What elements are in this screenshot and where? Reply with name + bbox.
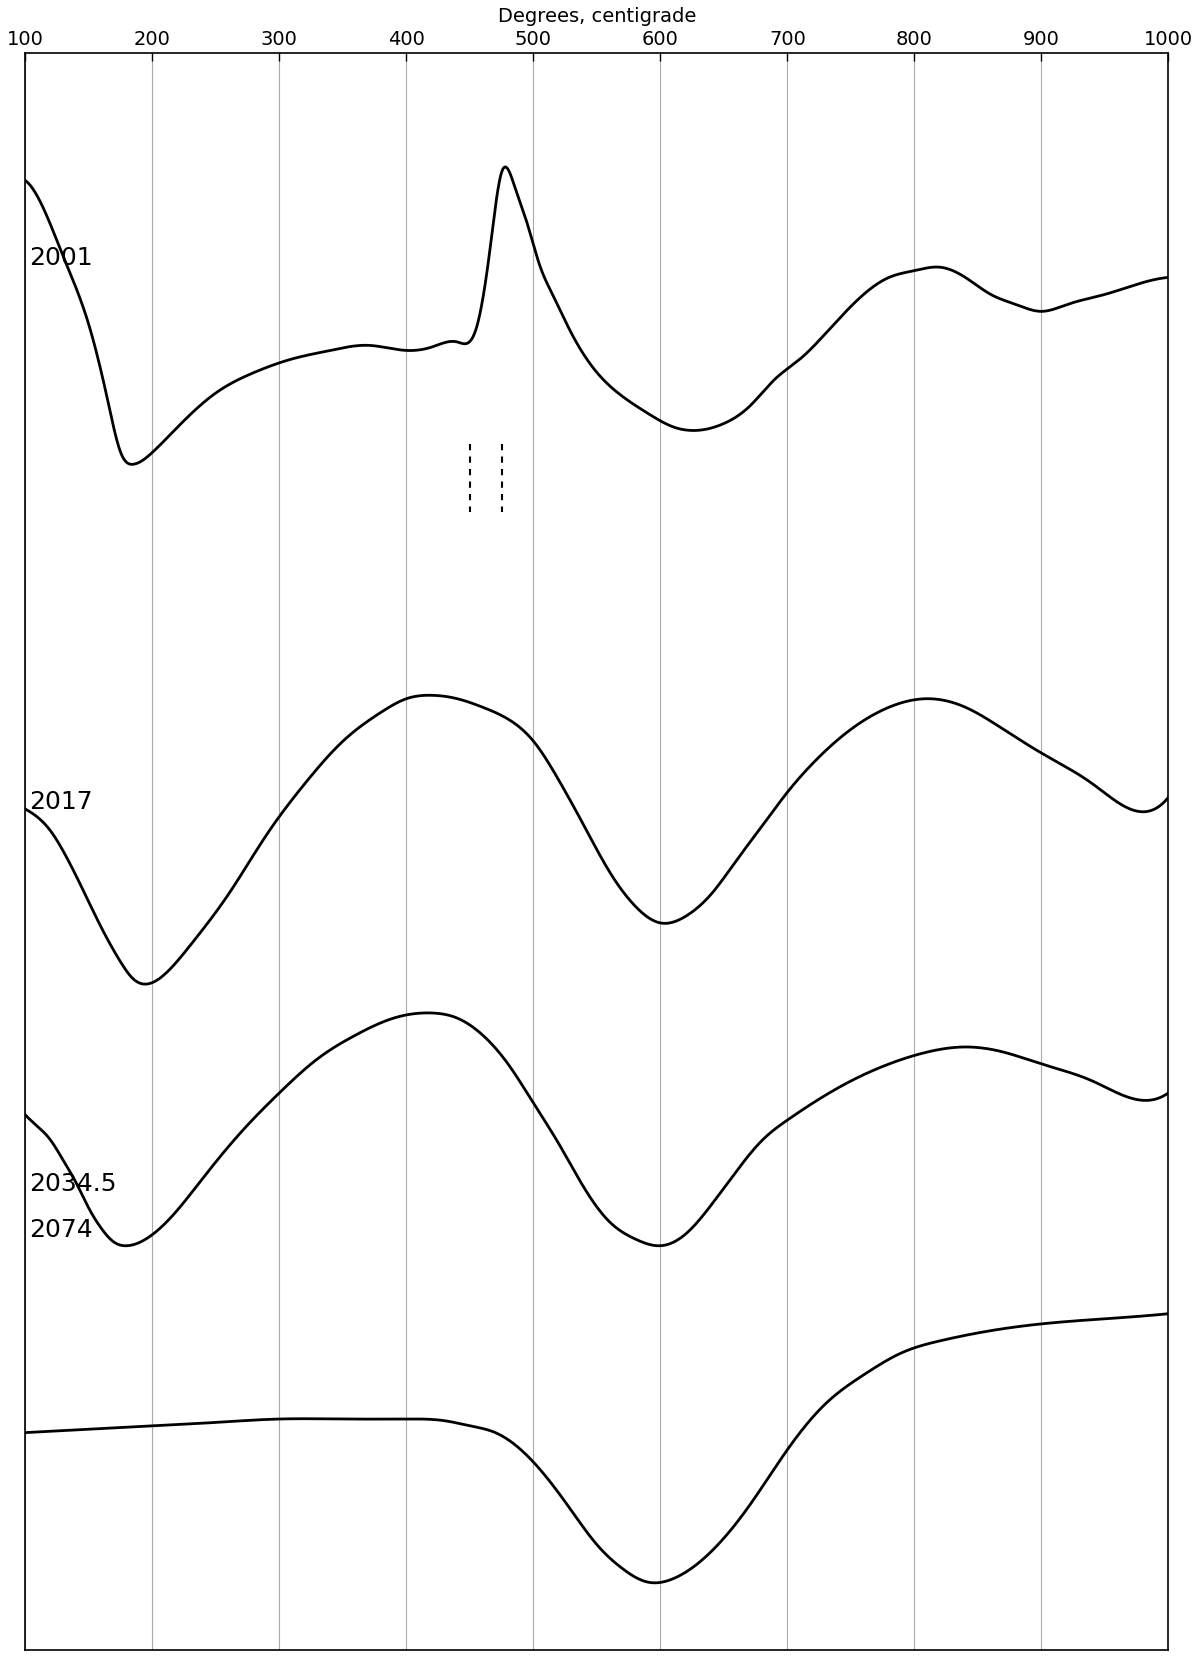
X-axis label: Degrees, centigrade: Degrees, centigrade [498,7,696,27]
Text: 2001: 2001 [29,245,92,270]
Text: 2074: 2074 [29,1216,92,1241]
Text: 2017: 2017 [29,789,92,814]
Text: 2034.5: 2034.5 [29,1171,116,1195]
